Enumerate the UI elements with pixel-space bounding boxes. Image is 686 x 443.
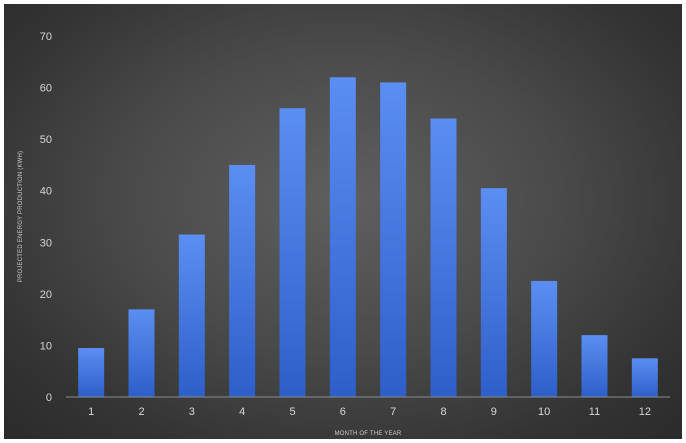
x-axis-ticks: 1 2 3 4 5 6 7 8 9 10 11 12: [88, 406, 651, 418]
bar-month-6: [329, 77, 356, 397]
y-tick-label: 50: [40, 134, 52, 146]
y-tick-label: 30: [40, 237, 52, 249]
bar-month-1: [78, 348, 105, 397]
x-tick-label: 1: [88, 406, 94, 418]
bar-month-8: [430, 118, 457, 397]
x-tick-label: 6: [340, 406, 346, 418]
x-tick-label: 9: [491, 406, 497, 418]
bar-month-10: [531, 280, 558, 397]
bar-month-4: [229, 164, 256, 397]
y-axis-label: PROJECTED ENERGY PRODUCTION (KWH): [18, 151, 24, 283]
x-tick-label: 10: [538, 406, 550, 418]
y-tick-label: 40: [40, 186, 52, 198]
bar-month-11: [581, 335, 608, 397]
bar-month-3: [178, 234, 205, 397]
y-tick-label: 20: [40, 289, 52, 301]
bars-group: [78, 77, 658, 398]
x-tick-label: 11: [589, 406, 600, 418]
x-tick-label: 4: [239, 406, 245, 418]
x-axis-label: MONTH OF THE YEAR: [335, 431, 402, 437]
bar-month-2: [128, 309, 155, 397]
y-tick-label: 70: [40, 31, 52, 43]
x-tick-label: 5: [289, 406, 295, 418]
y-axis-ticks: 0 10 20 30 40 50 60 70: [40, 31, 52, 404]
chart-container: 0 10 20 30 40 50 60 70 1 2 3 4 5 6 7 8 9 10 11 12 PROJECTE…: [4, 4, 682, 439]
y-tick-label: 60: [40, 83, 52, 95]
x-tick-label: 2: [138, 406, 144, 418]
y-tick-label: 10: [40, 340, 52, 352]
x-tick-label: 12: [639, 406, 651, 418]
x-tick-label: 3: [189, 406, 195, 418]
bar-month-5: [279, 108, 306, 397]
x-tick-label: 8: [440, 406, 446, 418]
x-tick-label: 7: [390, 406, 396, 418]
y-tick-label: 0: [46, 392, 52, 404]
bar-month-12: [631, 358, 658, 397]
bar-month-7: [380, 82, 407, 398]
bar-month-9: [480, 188, 507, 397]
